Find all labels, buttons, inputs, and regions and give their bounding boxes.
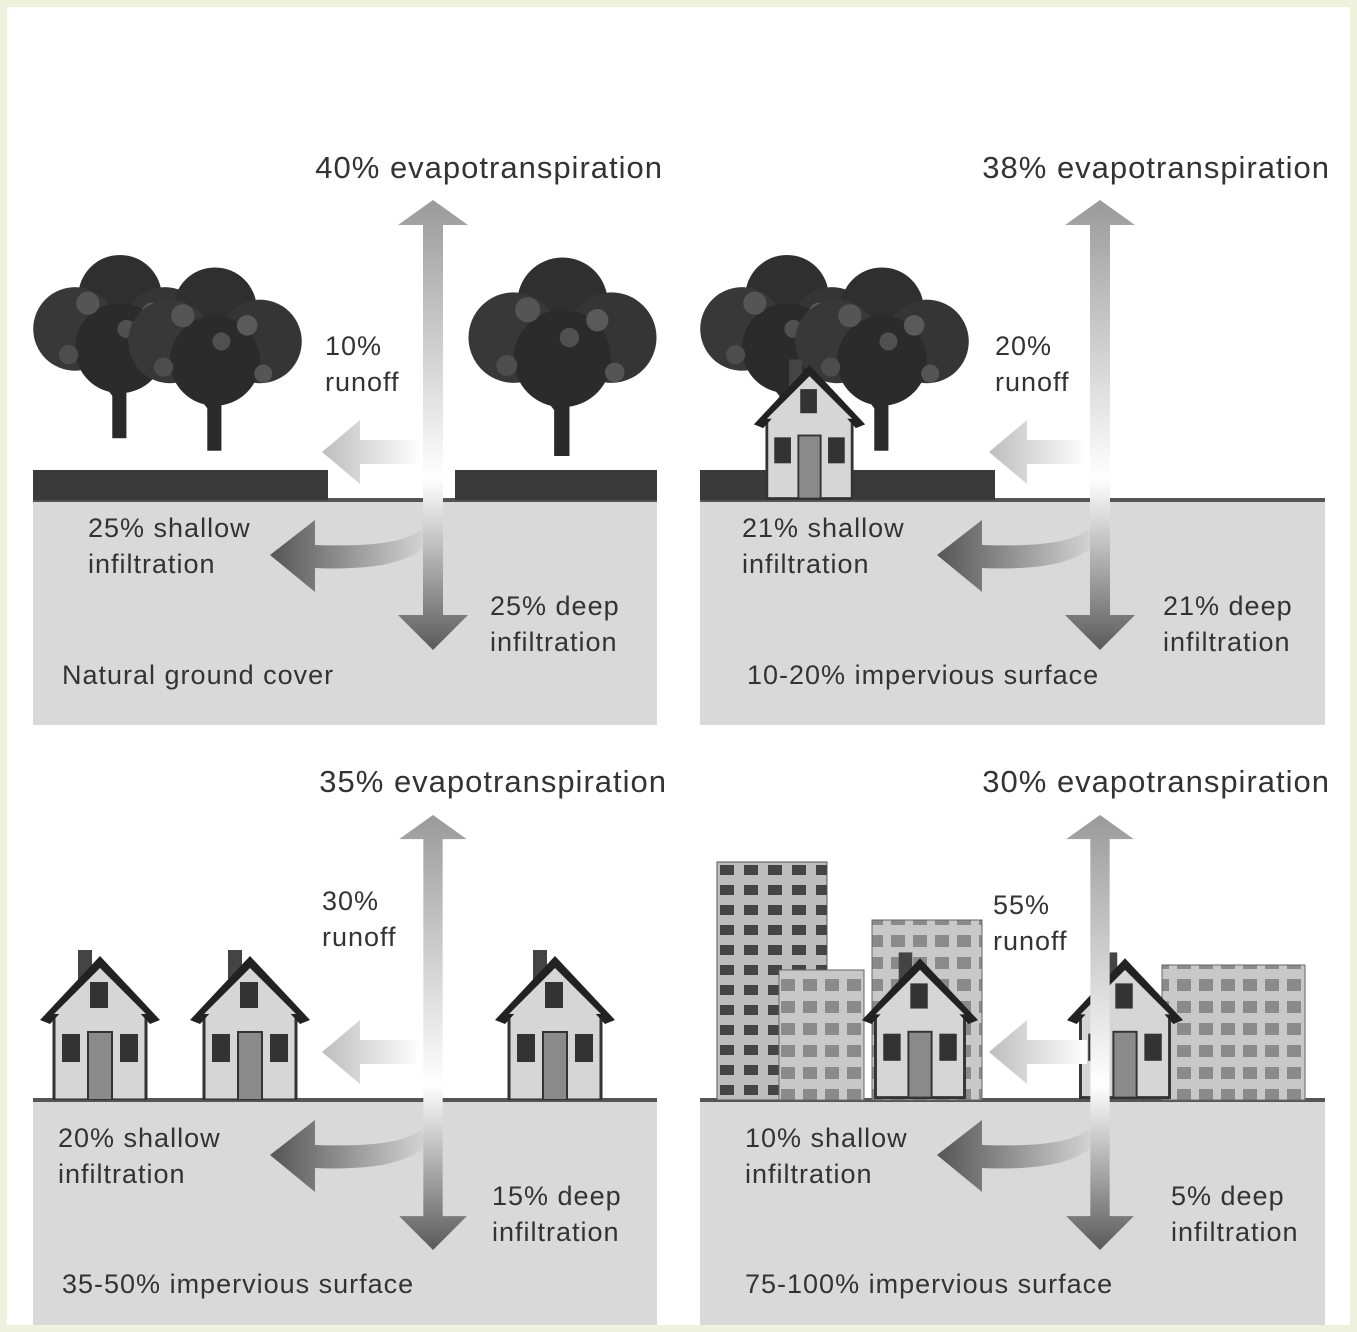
surface-label: Natural ground cover [62,660,334,690]
page: {"panels": [ {"evapotranspiration": "40%… [0,0,1357,1332]
shallow-infiltration-label: infiltration [88,549,216,579]
runoff-label: runoff [322,922,397,952]
runoff-label: runoff [993,926,1068,956]
runoff-label: 55% [993,890,1050,920]
deep-infiltration-label: 21% deep [1163,591,1293,621]
deep-infiltration-label: infiltration [1171,1217,1299,1247]
shallow-infiltration-label: 20% shallow [58,1123,221,1153]
runoff-label: runoff [995,367,1070,397]
building [779,970,864,1100]
shallow-infiltration-label: infiltration [745,1159,873,1189]
runoff-label: runoff [325,367,400,397]
evapotranspiration-label: 38% evapotranspiration [982,150,1330,185]
deep-infiltration-label: infiltration [492,1217,620,1247]
shallow-infiltration-label: 21% shallow [742,513,905,543]
deep-infiltration-label: 15% deep [492,1181,622,1211]
surface-label: 75-100% impervious surface [745,1269,1113,1299]
shallow-infiltration-label: 10% shallow [745,1123,908,1153]
building [1162,965,1305,1100]
diagram: 40% evapotranspiration 10% runoff 25% sh… [0,0,1357,1332]
shallow-infiltration-label: 25% shallow [88,513,251,543]
deep-infiltration-label: 25% deep [490,591,620,621]
deep-infiltration-label: infiltration [490,627,618,657]
shallow-infiltration-label: infiltration [58,1159,186,1189]
surface-label: 35-50% impervious surface [62,1269,414,1299]
shallow-infiltration-label: infiltration [742,549,870,579]
deep-infiltration-label: infiltration [1163,627,1291,657]
deep-infiltration-label: 5% deep [1171,1181,1285,1211]
evapotranspiration-label: 40% evapotranspiration [315,150,663,185]
runoff-label: 20% [995,331,1052,361]
evapotranspiration-label: 35% evapotranspiration [319,764,667,799]
runoff-label: 30% [322,886,379,916]
surface-label: 10-20% impervious surface [747,660,1099,690]
evapotranspiration-label: 30% evapotranspiration [982,764,1330,799]
runoff-label: 10% [325,331,382,361]
